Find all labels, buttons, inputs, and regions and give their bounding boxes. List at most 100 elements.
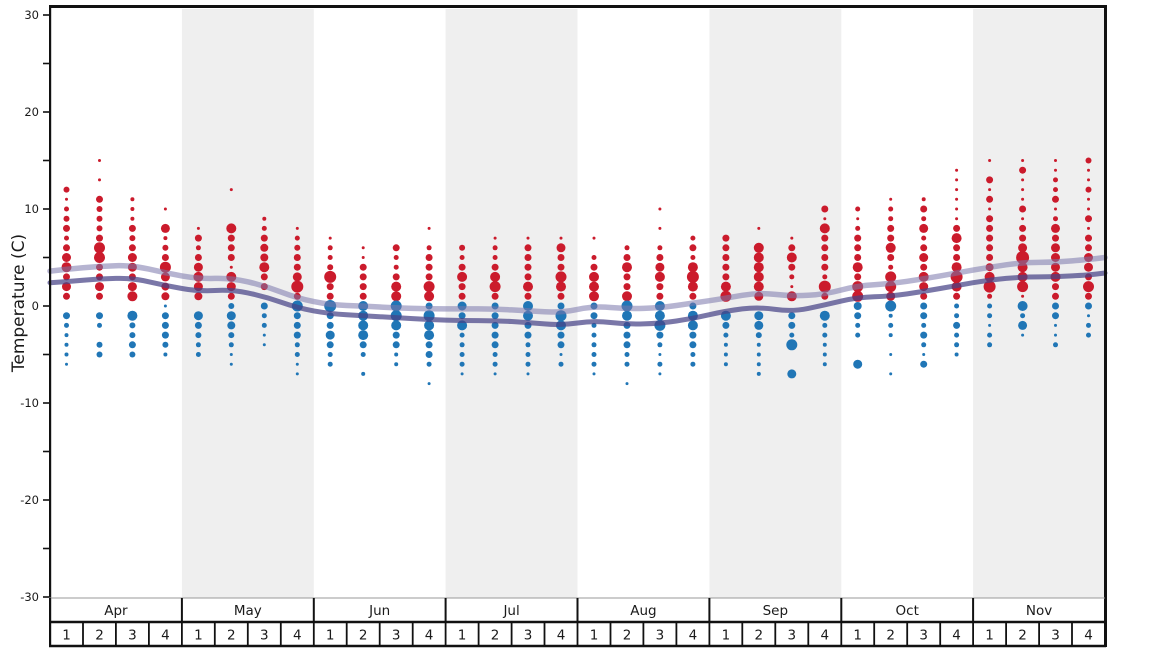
low-temp-dot [754,311,764,321]
low-temp-dot [459,342,465,348]
low-temp-dot [885,300,897,312]
low-temp-dot [687,320,698,331]
low-temp-dot [127,310,138,321]
low-temp-dot [888,313,893,318]
high-temp-dot [1085,244,1092,252]
low-temp-dot [358,320,369,331]
low-temp-dot [656,331,664,339]
low-temp-dot [64,333,69,338]
low-temp-dot [591,342,597,348]
high-temp-dot [1053,187,1058,193]
low-temp-dot [491,312,499,320]
high-temp-dot [195,245,201,251]
low-temp-dot [325,330,335,340]
low-temp-dot [194,321,202,329]
high-temp-dot [658,226,662,230]
low-temp-dot [295,372,299,376]
high-temp-dot [854,244,862,252]
high-temp-dot [589,291,599,302]
high-temp-dot [786,252,797,263]
high-temp-dot [856,217,860,221]
high-temp-dot [424,291,435,302]
y-axis-line [49,5,52,647]
high-temp-dot [887,224,895,232]
high-temp-dot [161,254,169,261]
low-temp-dot [1086,322,1091,328]
high-temp-dot [988,207,992,211]
high-temp-dot [359,273,367,281]
low-temp-dot [558,361,564,367]
high-temp-dot [920,205,928,213]
high-temp-dot [986,254,994,261]
low-temp-dot [459,332,465,338]
y-tick-label: 10 [24,202,39,216]
high-temp-dot [557,254,565,261]
high-temp-dot [821,234,829,242]
high-temp-dot [327,264,334,271]
high-temp-dot [789,274,795,280]
low-temp-dot [425,351,433,358]
low-temp-dot [690,352,696,357]
low-temp-dot [723,342,728,347]
low-temp-dot [491,321,499,329]
y-tick-label: 20 [24,105,39,119]
low-temp-dot [459,361,465,367]
high-temp-dot [96,215,103,222]
high-temp-dot [854,254,862,261]
high-temp-dot [359,292,367,300]
high-temp-dot [490,271,501,282]
high-temp-dot [623,273,631,281]
high-temp-dot [1054,168,1057,172]
low-temp-dot [658,353,662,356]
high-temp-dot [194,254,202,261]
low-temp-dot [954,303,960,309]
low-temp-dot [921,342,927,348]
high-temp-dot [888,264,894,270]
high-temp-dot [1021,159,1025,162]
high-temp-dot [294,235,300,241]
high-temp-dot [1054,159,1057,162]
week-label: 2 [886,628,895,644]
month-shaded-band [445,9,578,598]
low-temp-dot [228,332,235,339]
high-temp-dot [690,235,696,241]
low-temp-dot [888,333,893,338]
high-temp-dot [1051,262,1060,272]
high-temp-dot [1054,207,1057,211]
low-temp-dot [392,341,400,349]
high-temp-dot [624,245,630,251]
plot-right-border [1104,5,1107,647]
low-temp-dot [391,320,402,331]
week-label: 3 [1051,628,1060,644]
week-label: 1 [194,628,203,644]
low-temp-dot [1052,312,1059,320]
high-temp-dot [854,234,862,242]
month-label-sep: Sep [763,603,788,619]
low-temp-dot [163,304,167,308]
low-temp-dot [723,352,728,357]
low-temp-dot [96,312,103,320]
week-label: 4 [425,628,434,644]
low-temp-dot [129,322,136,329]
low-temp-dot [195,332,202,339]
week-label: 4 [689,628,698,644]
low-temp-dot [953,321,961,329]
low-temp-dot [591,361,597,367]
high-temp-dot [852,262,863,273]
high-temp-dot [888,206,894,212]
high-temp-dot [492,255,498,260]
high-temp-dot [1087,207,1090,211]
high-temp-dot [229,188,233,192]
low-temp-dot [161,321,169,329]
month-shaded-band [973,9,1105,598]
y-tick-label: -30 [20,590,39,604]
low-temp-dot [128,341,136,349]
high-temp-dot [658,207,662,211]
high-temp-dot [526,236,530,240]
low-temp-dot [64,352,69,357]
low-temp-dot [226,311,236,321]
high-temp-dot [294,244,301,251]
high-temp-dot [722,244,730,252]
high-temp-dot [327,255,333,260]
low-temp-dot [1085,302,1092,310]
